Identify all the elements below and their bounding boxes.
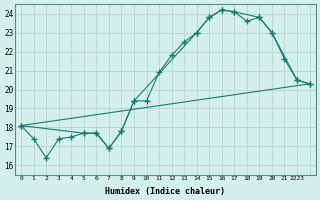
X-axis label: Humidex (Indice chaleur): Humidex (Indice chaleur) — [105, 187, 225, 196]
